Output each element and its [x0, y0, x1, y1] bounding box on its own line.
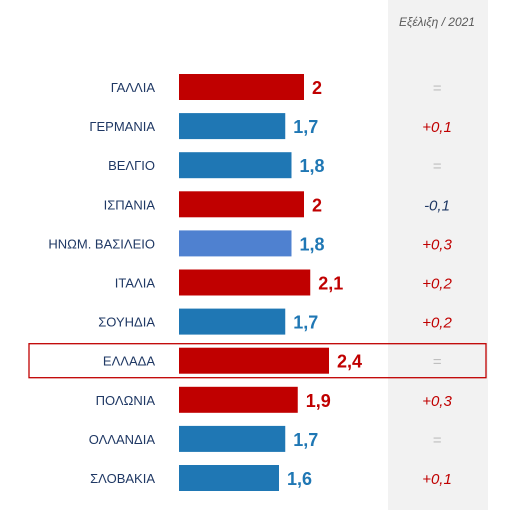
bar: [179, 425, 286, 452]
bar: [179, 74, 304, 100]
bar: [179, 230, 292, 257]
change-label: +0,3: [422, 393, 452, 410]
category-label: ΓΑΛΛΙΑ: [111, 80, 156, 95]
category-label: ΣΟΥΗΔΙΑ: [98, 315, 155, 330]
change-label: =: [433, 158, 442, 175]
bar: [179, 386, 298, 413]
change-header: Εξέλιξη / 2021: [399, 15, 475, 29]
value-label: 1,7: [293, 117, 318, 137]
change-label: -0,1: [424, 197, 450, 214]
value-label: 2,4: [337, 352, 362, 372]
value-label: 1,7: [293, 430, 318, 450]
category-label: ΙΤΑΛΙΑ: [115, 276, 156, 291]
category-label: ΗΝΩΜ. ΒΑΣΙΛΕΙΟ: [48, 236, 155, 251]
highlight-frame: [28, 343, 487, 379]
category-label: ΙΣΠΑΝΙΑ: [104, 197, 156, 212]
category-label: ΣΛΟΒΑΚΙΑ: [90, 471, 155, 486]
value-label: 1,8: [300, 234, 325, 254]
change-panel: [388, 0, 488, 510]
bar: [179, 113, 286, 140]
category-label: ΒΕΛΓΙΟ: [108, 158, 155, 173]
change-label: +0,3: [422, 236, 452, 253]
change-label: +0,2: [422, 276, 452, 293]
change-label: =: [433, 432, 442, 449]
change-label: =: [433, 354, 442, 371]
change-label: =: [433, 80, 442, 97]
bar: [179, 152, 292, 179]
change-label: +0,1: [422, 119, 452, 136]
value-label: 2: [312, 78, 322, 98]
category-label: ΕΛΛΑΔΑ: [103, 354, 155, 369]
value-label: 1,7: [293, 313, 318, 333]
value-label: 1,8: [300, 156, 325, 176]
bar: [179, 191, 304, 218]
value-label: 2: [312, 195, 322, 215]
value-label: 1,6: [287, 469, 312, 489]
change-label: +0,1: [422, 471, 452, 488]
bar: [179, 347, 329, 374]
value-label: 2,1: [318, 274, 343, 294]
bar: [179, 269, 311, 296]
bar: [179, 308, 286, 335]
value-label: 1,9: [306, 391, 331, 411]
bar: [179, 465, 279, 491]
category-label: ΟΛΛΑΝΔΙΑ: [89, 432, 156, 447]
change-label: +0,2: [422, 315, 452, 332]
category-label: ΓΕΡΜΑΝΙΑ: [89, 119, 155, 134]
category-label: ΠΟΛΩΝΙΑ: [96, 393, 156, 408]
